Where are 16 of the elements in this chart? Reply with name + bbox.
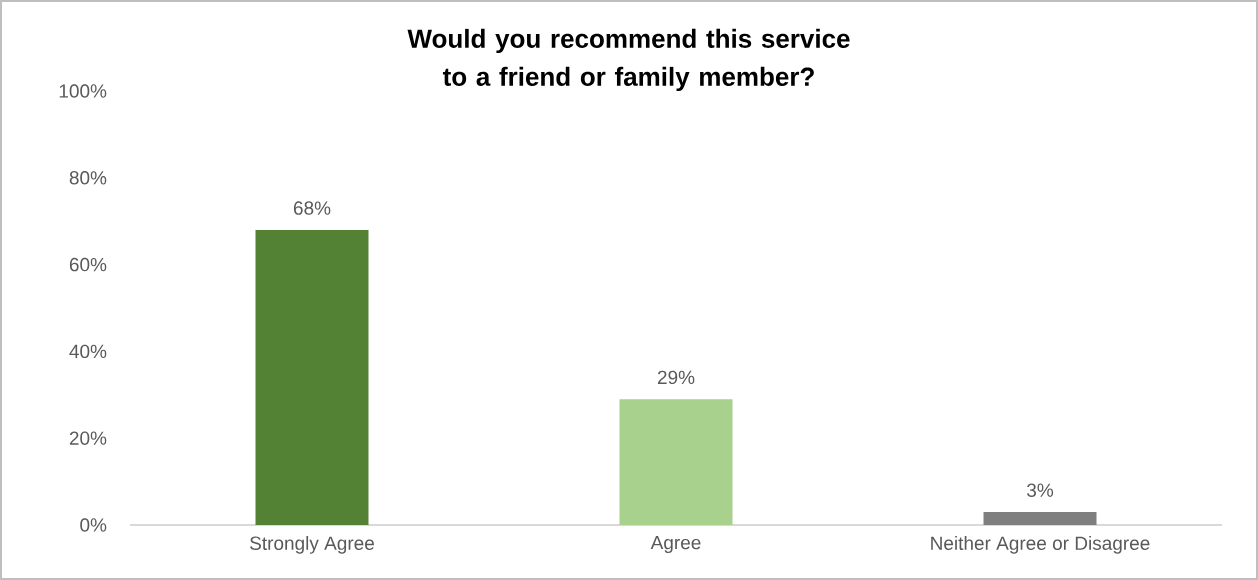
y-tick-label: 20% xyxy=(69,431,107,445)
data-label: 3% xyxy=(1026,483,1054,497)
y-tick-label: 80% xyxy=(69,171,107,185)
data-label: 29% xyxy=(657,370,695,385)
x-tick-label: Strongly Agree xyxy=(250,536,374,554)
y-tick-label: 100% xyxy=(59,84,107,98)
y-tick-label: 0% xyxy=(80,518,107,532)
bar xyxy=(255,229,369,525)
chart-title: Would you recommend this service to a friend or family member? xyxy=(407,28,850,92)
y-tick-label: 40% xyxy=(69,344,107,359)
bar xyxy=(983,511,1097,525)
x-tick-label: Neither Agree or Disagree xyxy=(931,536,1150,554)
bar xyxy=(619,399,733,525)
y-tick-label: 60% xyxy=(69,257,107,272)
data-label: 68% xyxy=(293,201,331,215)
x-tick-label: Agree xyxy=(650,536,701,554)
